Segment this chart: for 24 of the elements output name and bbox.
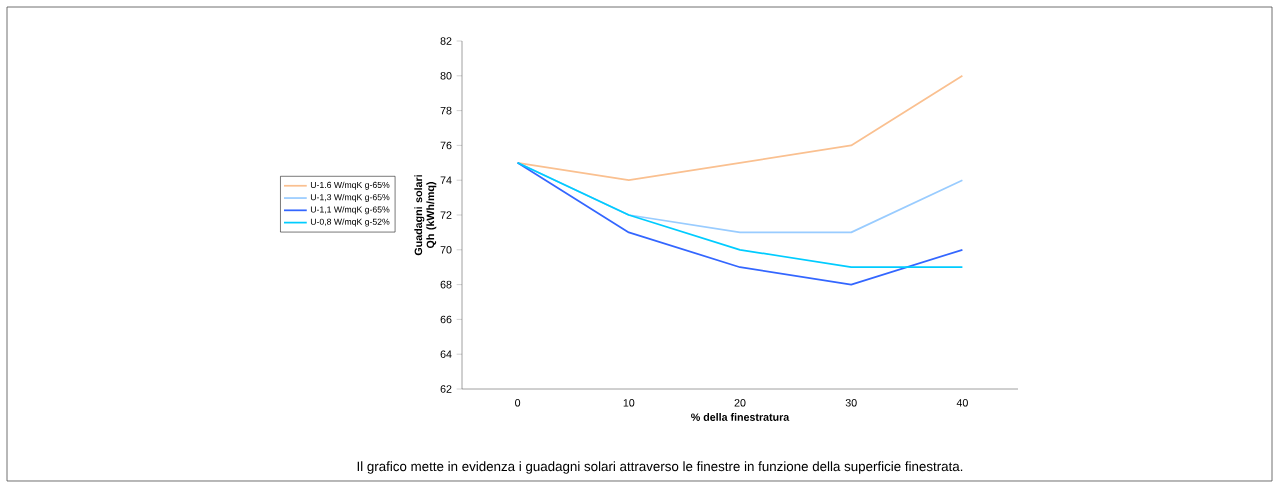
y-tick-label: 66 (440, 315, 452, 324)
x-tick-label: 20 (734, 399, 746, 407)
y-tick-label: 80 (440, 72, 452, 80)
x-tick-label: 40 (956, 399, 968, 407)
y-tick-label: 78 (440, 106, 452, 115)
text: Il grafico mette in evidenza i guadagni solari attraverso le finestre in funzione della superficie finestrata. (357, 461, 963, 474)
y-tick-label: 62 (440, 385, 452, 393)
y-tick-label: 64 (440, 350, 452, 358)
y-tick-label: 68 (440, 280, 452, 289)
legend-label: U-1,3 W/mqK g-65% (310, 193, 390, 202)
y-tick-label: 74 (440, 176, 452, 184)
legend-label: U-0,8 W/mqK g-52% (310, 218, 390, 227)
y-tick-label: 72 (440, 211, 452, 219)
x-tick-label: 30 (845, 399, 857, 407)
legend-label: U-1.6 W/mqK g-65% (310, 181, 390, 190)
y-axis-title: Guadagni solari Qh (kWh/mq) (414, 175, 437, 256)
line-series (516, 74, 964, 182)
x-tick-label: 0 (515, 399, 521, 407)
legend-label: U-1,1 W/mqK g-65% (310, 206, 390, 215)
y-tick-label: 70 (440, 246, 452, 254)
y-tick-label: 82 (440, 37, 452, 45)
y-tick-label: 76 (440, 141, 452, 150)
x-tick-label: 10 (623, 399, 635, 407)
x-axis-title: % della finestratura (691, 413, 790, 421)
